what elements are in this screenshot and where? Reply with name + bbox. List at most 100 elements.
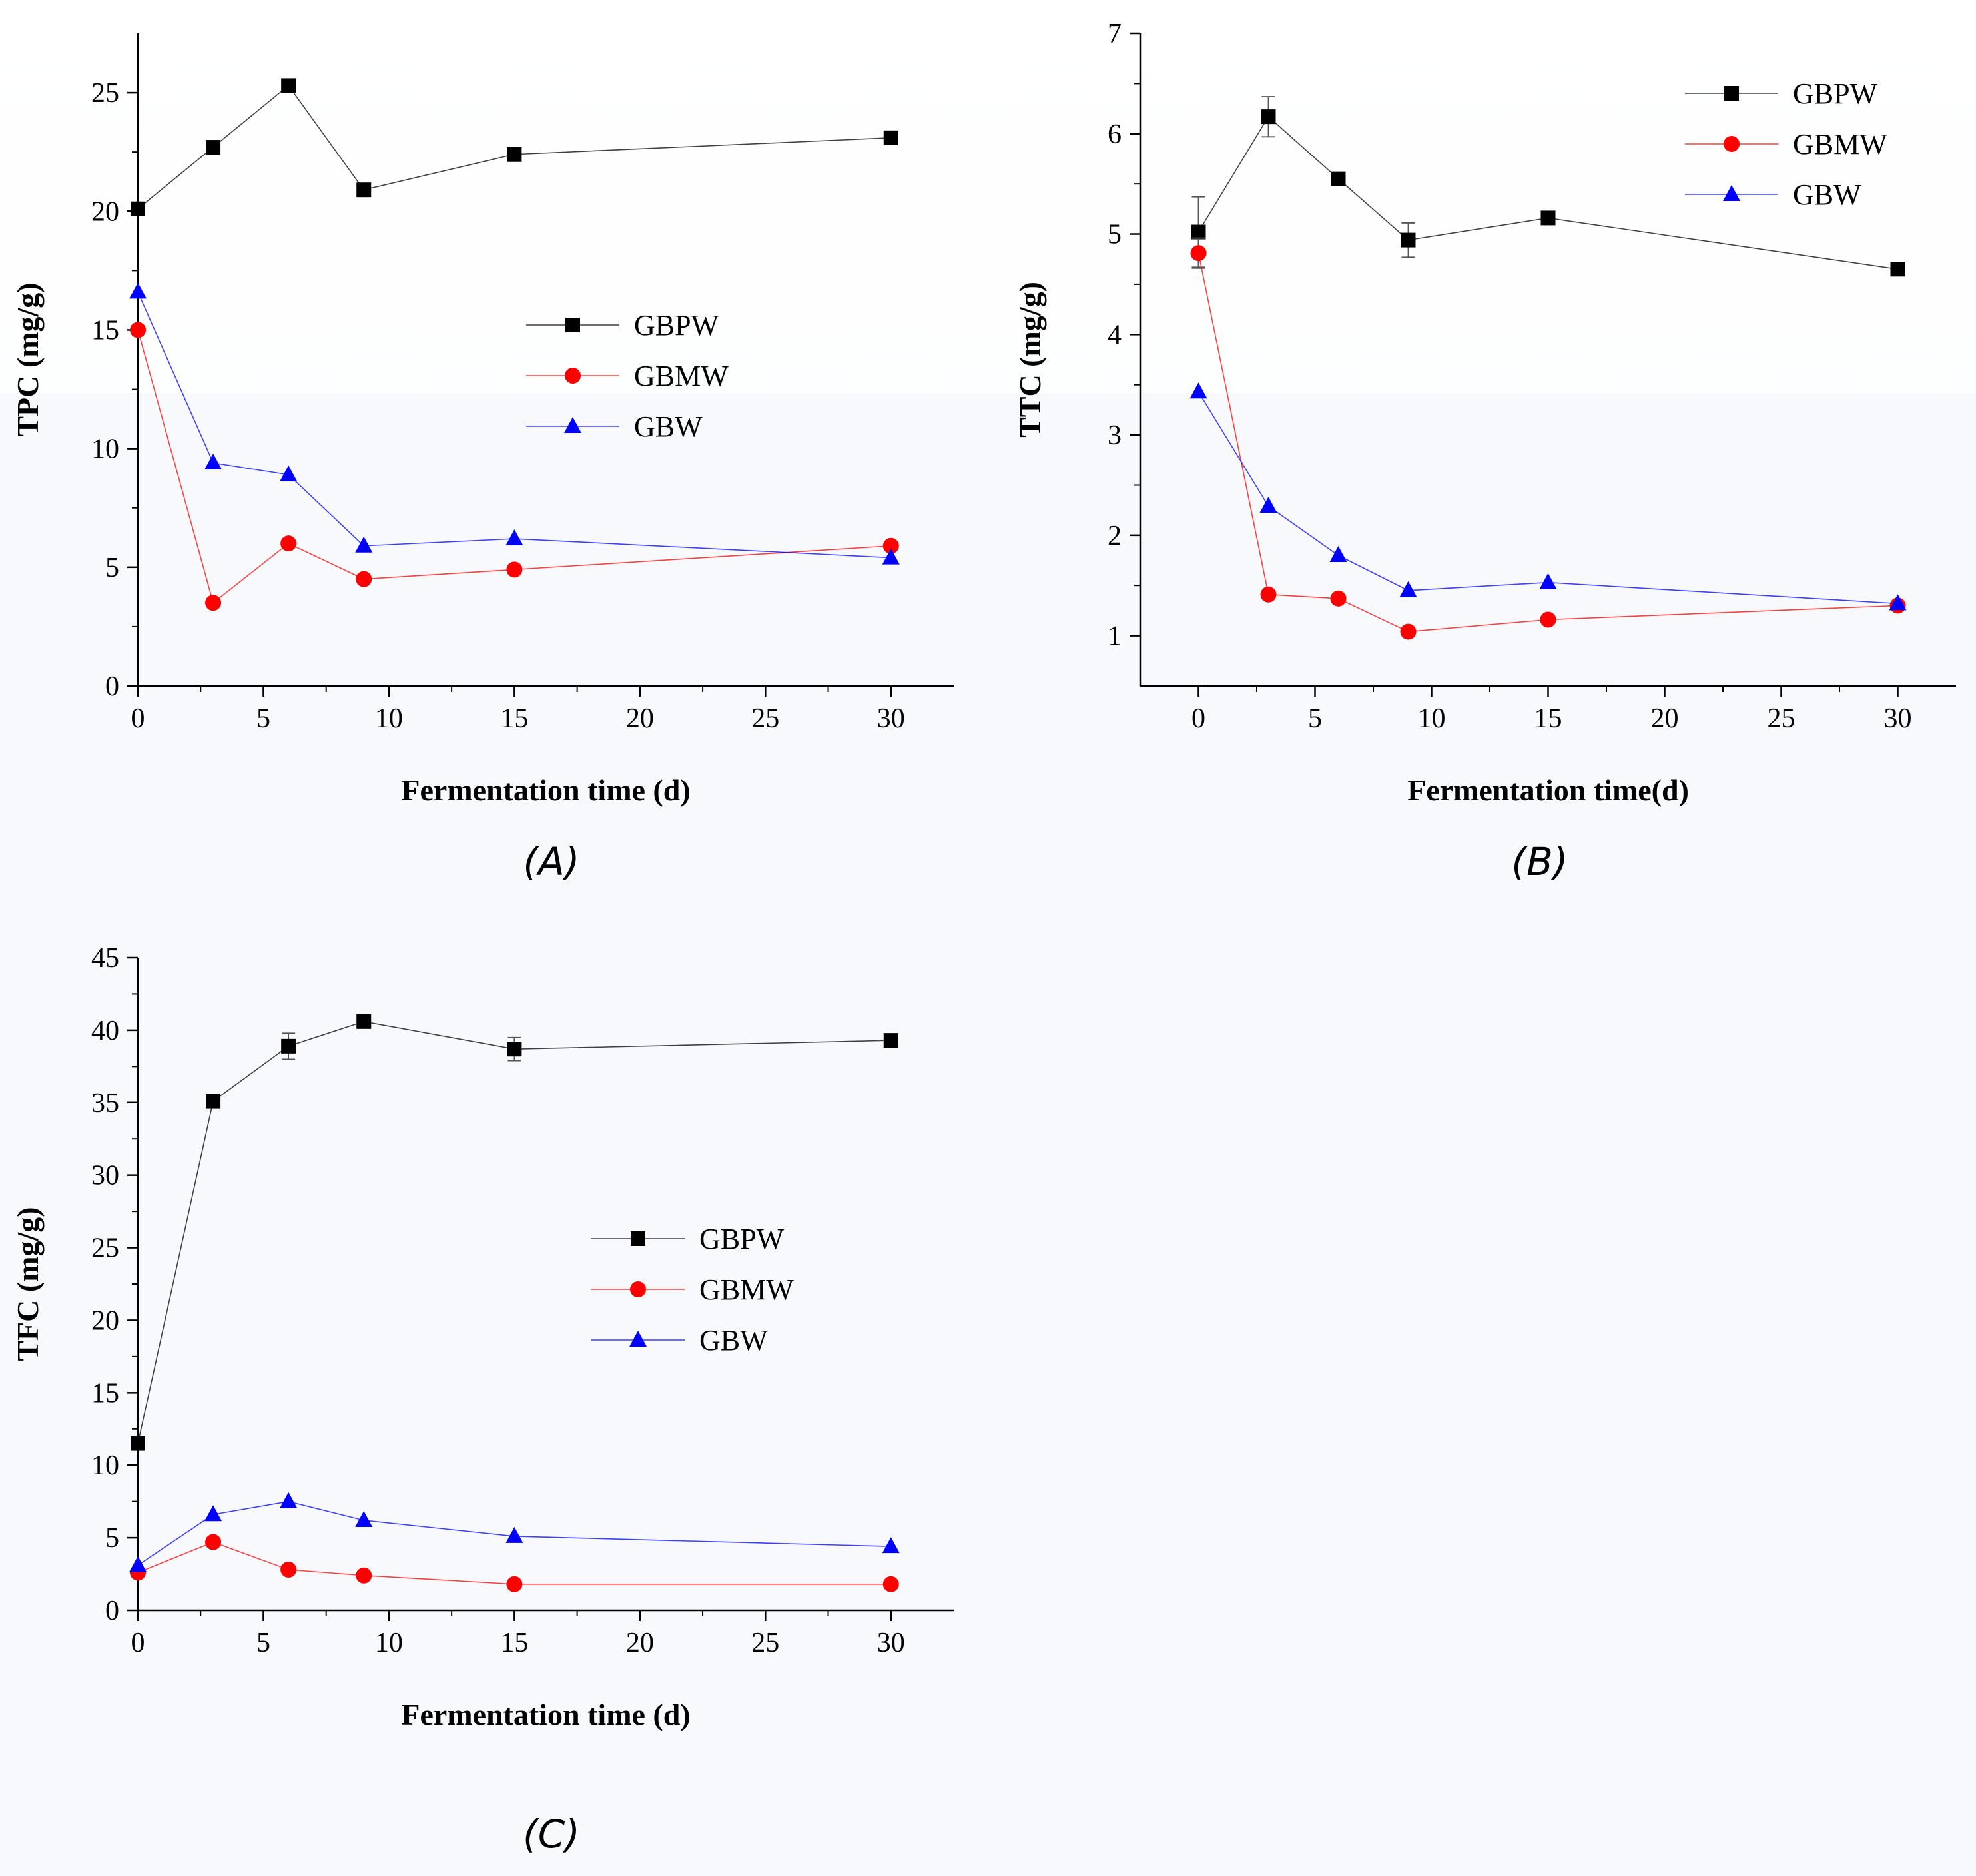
chart-a-series-gbw-point (204, 454, 222, 470)
chart-a-series-gbmw-point (882, 537, 899, 554)
chart-b-series-gbmw (1190, 237, 1906, 640)
chart-a-x-tick-label: 15 (500, 703, 528, 734)
chart-c-y-tick-label: 35 (91, 1088, 119, 1119)
chart-b-x-tick-label: 20 (1651, 703, 1679, 734)
chart-b-series-gbmw-point (1540, 611, 1556, 628)
chart-b-x-tick-label: 25 (1768, 703, 1796, 734)
chart-b-series-gbpw (1191, 96, 1905, 277)
chart-c-x-tick-label: 0 (131, 1628, 145, 1658)
chart-b-x-tick-label: 0 (1191, 703, 1205, 734)
chart-a-series-gbpw-line (137, 85, 891, 210)
chart-a-legend: GBPW GBMW GBW (526, 309, 729, 443)
chart-b-legend-label: GBMW (1793, 128, 1887, 160)
figure-background-band (0, 393, 1976, 1876)
chart-b-series-gbpw-point (1540, 210, 1556, 226)
chart-c-legend: GBPW GBMW GBW (591, 1223, 794, 1357)
chart-a-series-gbw-line (137, 292, 891, 559)
chart-a-series-gbpw (131, 78, 898, 216)
chart-b-y-tick-label: 7 (1108, 19, 1122, 49)
chart-b-series-gbpw-line (1197, 115, 1898, 270)
chart-a-series-gbpw-point (356, 182, 372, 198)
chart-b-series-gbw-point (1189, 382, 1207, 399)
chart-b-y-tick-label: 6 (1108, 119, 1122, 150)
chart-b-x-tick-label: 15 (1534, 703, 1562, 734)
chart-a-series-gbw-point (280, 465, 298, 481)
chart-a-series-gbw-point (505, 529, 523, 546)
chart-a-series-gbw-point (355, 536, 373, 553)
chart-c-series-gbpw-point (131, 1436, 145, 1451)
chart-a-legend-marker (565, 318, 580, 332)
chart-b-series-gbw-point (1539, 573, 1557, 589)
chart-c-y-tick-label: 5 (105, 1523, 119, 1554)
chart-a-series-gbmw (130, 322, 899, 611)
chart-a-series-gbw-point (882, 548, 900, 565)
chart-a-legend-marker (565, 368, 581, 384)
chart-a-legend-marker (564, 417, 581, 433)
chart-a-series-gbmw-point (130, 322, 146, 338)
chart-c-x-tick-label: 15 (500, 1628, 528, 1658)
chart-b-legend-label: GBPW (1793, 77, 1878, 110)
chart-c-legend-label: GBW (699, 1324, 768, 1357)
chart-b-series-gbw (1189, 382, 1907, 611)
chart-c-y-axis-title: TFC (mg/g) (11, 1207, 45, 1361)
chart-c-series-gbmw-point (506, 1576, 523, 1592)
chart-b-y-tick-label: 5 (1108, 220, 1122, 250)
chart-c-series-gbpw-point (356, 1014, 372, 1029)
chart-b-series-gbmw-point (1260, 586, 1277, 603)
chart-c-series-gbpw-point (507, 1042, 522, 1057)
chart-c: 0 5 10 15 20 25 30 0 5 10 15 20 25 30 35 40 45 Fermentati… (11, 943, 954, 1731)
chart-b-series-gbpw-point (1890, 262, 1905, 277)
chart-c-series-gbw-point (129, 1556, 147, 1572)
chart-b-legend-label: GBW (1793, 178, 1861, 211)
chart-a-series-gbmw-point (506, 561, 523, 578)
chart-b-series-gbw-point (1889, 594, 1907, 611)
chart-c-y-tick-label: 25 (91, 1233, 119, 1264)
chart-a-x-tick-label: 20 (626, 703, 654, 734)
chart-a-x-tick-label: 10 (375, 703, 403, 734)
chart-b-series-gbpw-point (1191, 224, 1206, 240)
chart-a-series-gbpw-point (883, 130, 898, 145)
chart-a-series-gbw-point (129, 282, 147, 299)
chart-a-x-tick-label: 25 (751, 703, 779, 734)
chart-a-series-gbpw-point (281, 78, 296, 93)
chart-a-series-gbmw-point (356, 571, 372, 587)
chart-b-legend-marker (1724, 136, 1740, 152)
chart-c-series-gbw-point (882, 1537, 900, 1554)
chart-c-y-tick-label: 20 (91, 1305, 119, 1336)
chart-a-y-axis-title: TPC (mg/g) (11, 282, 45, 436)
chart-c-y-tick-label: 0 (105, 1596, 119, 1626)
chart-b-series-gbw-point (1329, 546, 1347, 562)
chart-a-x-tick-label: 5 (256, 703, 270, 734)
panel-label-c: (C) (523, 1811, 580, 1857)
chart-b-series-gbw-point (1399, 581, 1417, 597)
chart-c-legend-marker (629, 1331, 647, 1347)
chart-a-x-tick-label: 30 (877, 703, 905, 734)
chart-c-x-tick-label: 5 (256, 1628, 270, 1658)
chart-a-legend-label: GBW (634, 410, 703, 443)
chart-c-series-gbmw (130, 1534, 899, 1592)
chart-b-y-axis-title: TTC (mg/g) (1013, 282, 1047, 438)
chart-c-series-gbw (129, 1492, 900, 1572)
chart-c-x-axis-title: Fermentation time (d) (401, 1698, 690, 1731)
chart-c-series-gbmw-line (137, 1541, 891, 1585)
chart-a-legend-label: GBPW (634, 309, 719, 342)
chart-a-y-tick-label: 5 (105, 553, 119, 583)
chart-b-y-tick-label: 4 (1108, 320, 1122, 350)
chart-b-series-gbmw-point (1190, 245, 1207, 262)
panel-label-b: (B) (1511, 839, 1568, 884)
chart-c-series-gbpw-point (281, 1038, 296, 1054)
chart-c-x-tick-label: 25 (751, 1628, 779, 1658)
chart-c-x-tick-label: 10 (375, 1628, 403, 1658)
chart-b-y-tick-label: 1 (1108, 621, 1122, 652)
chart-b-series-gbpw-point (1331, 171, 1346, 186)
chart-c-series-gbw-point (505, 1526, 523, 1543)
chart-b-y-tick-label: 3 (1108, 420, 1122, 451)
chart-b-series-gbmw-point (1400, 623, 1417, 640)
chart-c-y-tick-label: 45 (91, 943, 119, 974)
chart-c-series-gbpw (131, 1014, 898, 1451)
chart-a-series-gbmw-point (205, 595, 222, 611)
chart-a-series-gbpw-point (507, 147, 522, 162)
chart-a-y-tick-label: 25 (91, 78, 119, 109)
chart-b-series-gbpw-point (1261, 109, 1276, 125)
